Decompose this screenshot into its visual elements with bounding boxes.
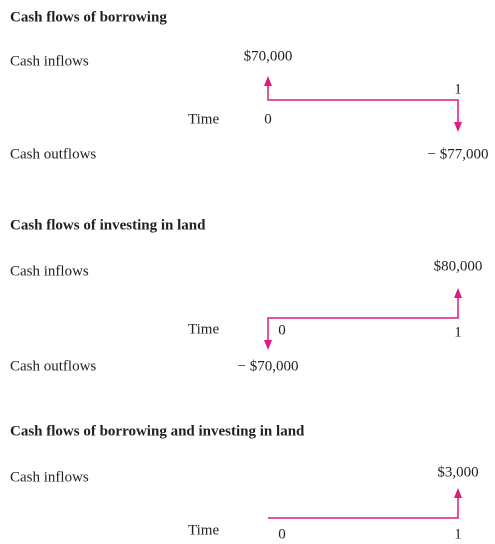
inflow-label: Cash inflows: [10, 469, 89, 485]
outflow-amount: − $70,000: [238, 358, 299, 374]
inflow-amount: $70,000: [244, 48, 293, 64]
period-label: 0: [278, 322, 286, 338]
period-label: 1: [454, 81, 462, 97]
section-title: Cash flows of borrowing and investing in…: [10, 423, 305, 439]
period-label: 1: [454, 526, 462, 542]
inflow-amount: $3,000: [437, 464, 478, 480]
section-title: Cash flows of investing in land: [10, 217, 206, 233]
inflow-label: Cash inflows: [10, 53, 89, 69]
period-label: 0: [264, 111, 272, 127]
outflow-amount: − $77,000: [428, 146, 489, 162]
time-label: Time: [188, 111, 219, 127]
period-label: 1: [454, 324, 462, 340]
section-title: Cash flows of borrowing: [10, 9, 167, 25]
inflow-label: Cash inflows: [10, 263, 89, 279]
outflow-label: Cash outflows: [10, 146, 96, 162]
period-label: 0: [278, 526, 286, 542]
time-label: Time: [188, 321, 219, 337]
outflow-label: Cash outflows: [10, 358, 96, 374]
timeline: [268, 488, 462, 519]
timeline: [264, 76, 462, 132]
inflow-amount: $80,000: [434, 258, 483, 274]
time-label: Time: [188, 522, 219, 538]
timeline: [264, 288, 462, 350]
